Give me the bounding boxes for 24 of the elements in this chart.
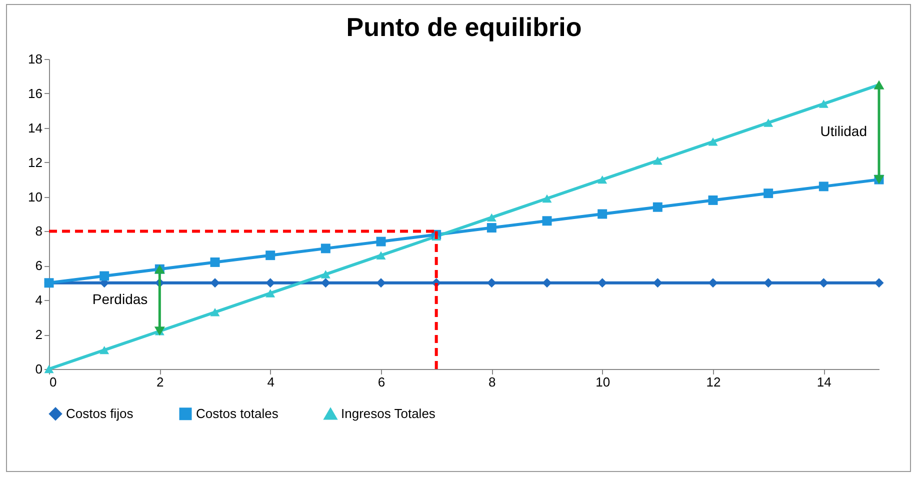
x-tick-label: 10 — [596, 374, 610, 390]
x-tick-label: 2 — [156, 374, 164, 390]
x-tick-label: 8 — [488, 374, 496, 390]
legend-label: Costos fijos — [66, 406, 134, 421]
chart-title: Punto de equilibrio — [346, 12, 582, 42]
y-tick-label: 10 — [28, 189, 42, 204]
annotation: Perdidas — [92, 291, 148, 308]
y-tick-label: 12 — [28, 154, 42, 170]
legend-label: Ingresos Totales — [341, 406, 436, 422]
x-tick-label: 6 — [378, 374, 386, 390]
x-tick-label: 12 — [706, 374, 721, 390]
y-tick-label: 8 — [35, 224, 42, 239]
y-tick-label: 6 — [35, 258, 42, 274]
y-tick-label: 4 — [35, 292, 42, 308]
y-tick-label: 2 — [35, 327, 42, 342]
x-tick-label: 0 — [50, 374, 57, 390]
y-tick-label: 0 — [35, 362, 42, 376]
y-tick-label: 18 — [28, 52, 42, 66]
x-tick-label: 4 — [267, 374, 274, 390]
annotation: Utilidad — [820, 123, 867, 140]
y-tick-label: 16 — [28, 86, 42, 101]
legend-label: Costos totales — [196, 406, 279, 421]
y-tick-label: 14 — [28, 120, 42, 136]
x-tick-label: 14 — [816, 374, 832, 390]
